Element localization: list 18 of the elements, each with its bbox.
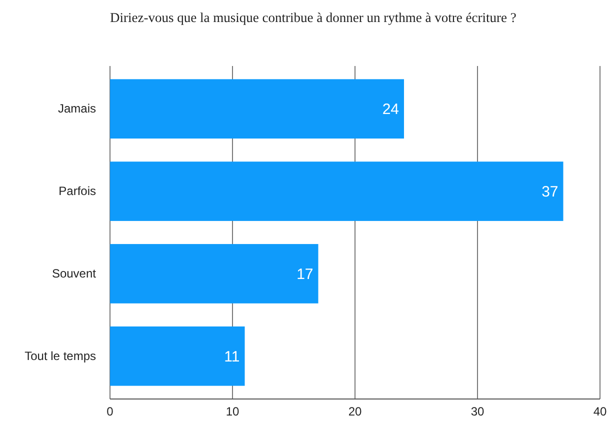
x-tick-label: 20 [348,404,362,419]
chart-title: Diriez-vous que la musique contribue à donner un rythme à votre écriture ? [110,10,516,25]
bar [110,244,318,304]
data-label: 24 [382,101,399,118]
data-label: 37 [542,184,558,201]
x-tick-label: 40 [593,404,607,419]
bar [110,162,564,221]
x-tick-label: 30 [470,404,484,419]
bar [110,79,404,139]
data-label: 11 [224,348,240,366]
x-tick-label: 10 [226,404,240,419]
y-tick-label: Tout le temps [24,348,96,363]
y-tick-label: Parfois [58,184,96,198]
data-label: 17 [296,266,314,283]
bar [110,326,245,386]
y-tick-label: Jamais [58,102,96,116]
y-tick-label: Souvent [52,266,97,281]
x-tick-label: 0 [106,404,114,419]
